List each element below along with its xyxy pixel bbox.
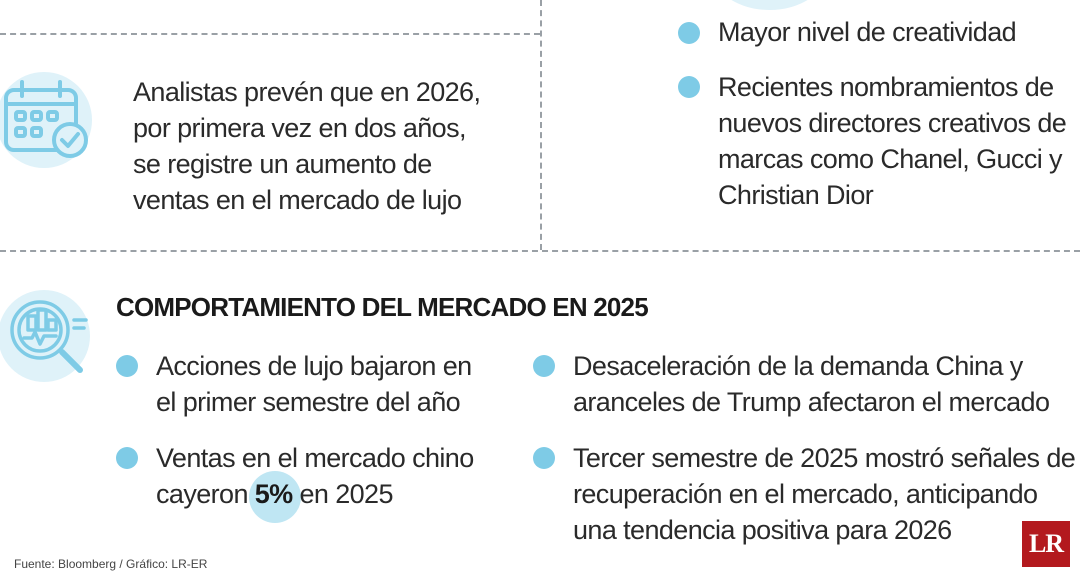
reason-line: nuevos directores creativos de	[718, 108, 1067, 138]
calendar-icon	[4, 80, 88, 158]
reason-line: Christian Dior	[718, 180, 874, 210]
outlook-line: ventas en el mercado de lujo	[133, 185, 462, 215]
divider-top-left	[0, 33, 540, 35]
percent-highlight: 5%	[248, 471, 301, 523]
bullet-icon	[116, 447, 138, 469]
lr-logo: LR	[1022, 521, 1070, 567]
market-line-pre: cayeron	[156, 479, 255, 509]
percent-value: 5%	[254, 479, 293, 509]
bullet-icon	[678, 76, 700, 98]
market-line: el primer semestre del año	[156, 387, 461, 417]
market-item: Ventas en el mercado chino cayeron 5% en…	[156, 440, 474, 523]
bullet-icon	[116, 355, 138, 377]
divider-middle	[0, 250, 1080, 252]
source-note: Fuente: Bloomberg / Gráfico: LR-ER	[14, 557, 208, 571]
market-item: Desaceleración de la demanda China y ara…	[573, 348, 1050, 420]
magnifier-chart-icon	[10, 300, 88, 373]
market-line-post: en 2025	[292, 479, 393, 509]
reason-line: Recientes nombramientos de	[718, 72, 1054, 102]
bullet-icon	[533, 355, 555, 377]
section-title: COMPORTAMIENTO DEL MERCADO EN 2025	[116, 292, 649, 322]
reason-item: Mayor nivel de creatividad	[718, 14, 1017, 50]
reason-item: Recientes nombramientos de nuevos direct…	[718, 69, 1067, 213]
bullet-icon	[678, 22, 700, 44]
bullet-icon	[533, 447, 555, 469]
outlook-line: se registre un aumento de	[133, 149, 432, 179]
market-item: Tercer semestre de 2025 mostró señales d…	[573, 440, 1076, 548]
market-line: una tendencia positiva para 2026	[573, 515, 952, 545]
market-line: aranceles de Trump afectaron el mercado	[573, 387, 1050, 417]
reason-line: marcas como Chanel, Gucci y	[718, 144, 1063, 174]
decorative-blob	[712, 0, 827, 10]
market-line: Desaceleración de la demanda China y	[573, 351, 1023, 381]
market-line: Acciones de lujo bajaron en	[156, 351, 472, 381]
market-line: Tercer semestre de 2025 mostró señales d…	[573, 443, 1076, 473]
market-line: Ventas en el mercado chino	[156, 443, 474, 473]
market-line: recuperación en el mercado, anticipando	[573, 479, 1038, 509]
market-line-highlight: cayeron 5% en 2025	[156, 471, 474, 523]
outlook-text: Analistas prevén que en 2026, por primer…	[133, 74, 481, 218]
outlook-line: por primera vez en dos años,	[133, 113, 466, 143]
reason-line: Mayor nivel de creatividad	[718, 17, 1017, 47]
outlook-line: Analistas prevén que en 2026,	[133, 77, 481, 107]
market-item: Acciones de lujo bajaron en el primer se…	[156, 348, 472, 420]
divider-vertical	[540, 0, 542, 250]
